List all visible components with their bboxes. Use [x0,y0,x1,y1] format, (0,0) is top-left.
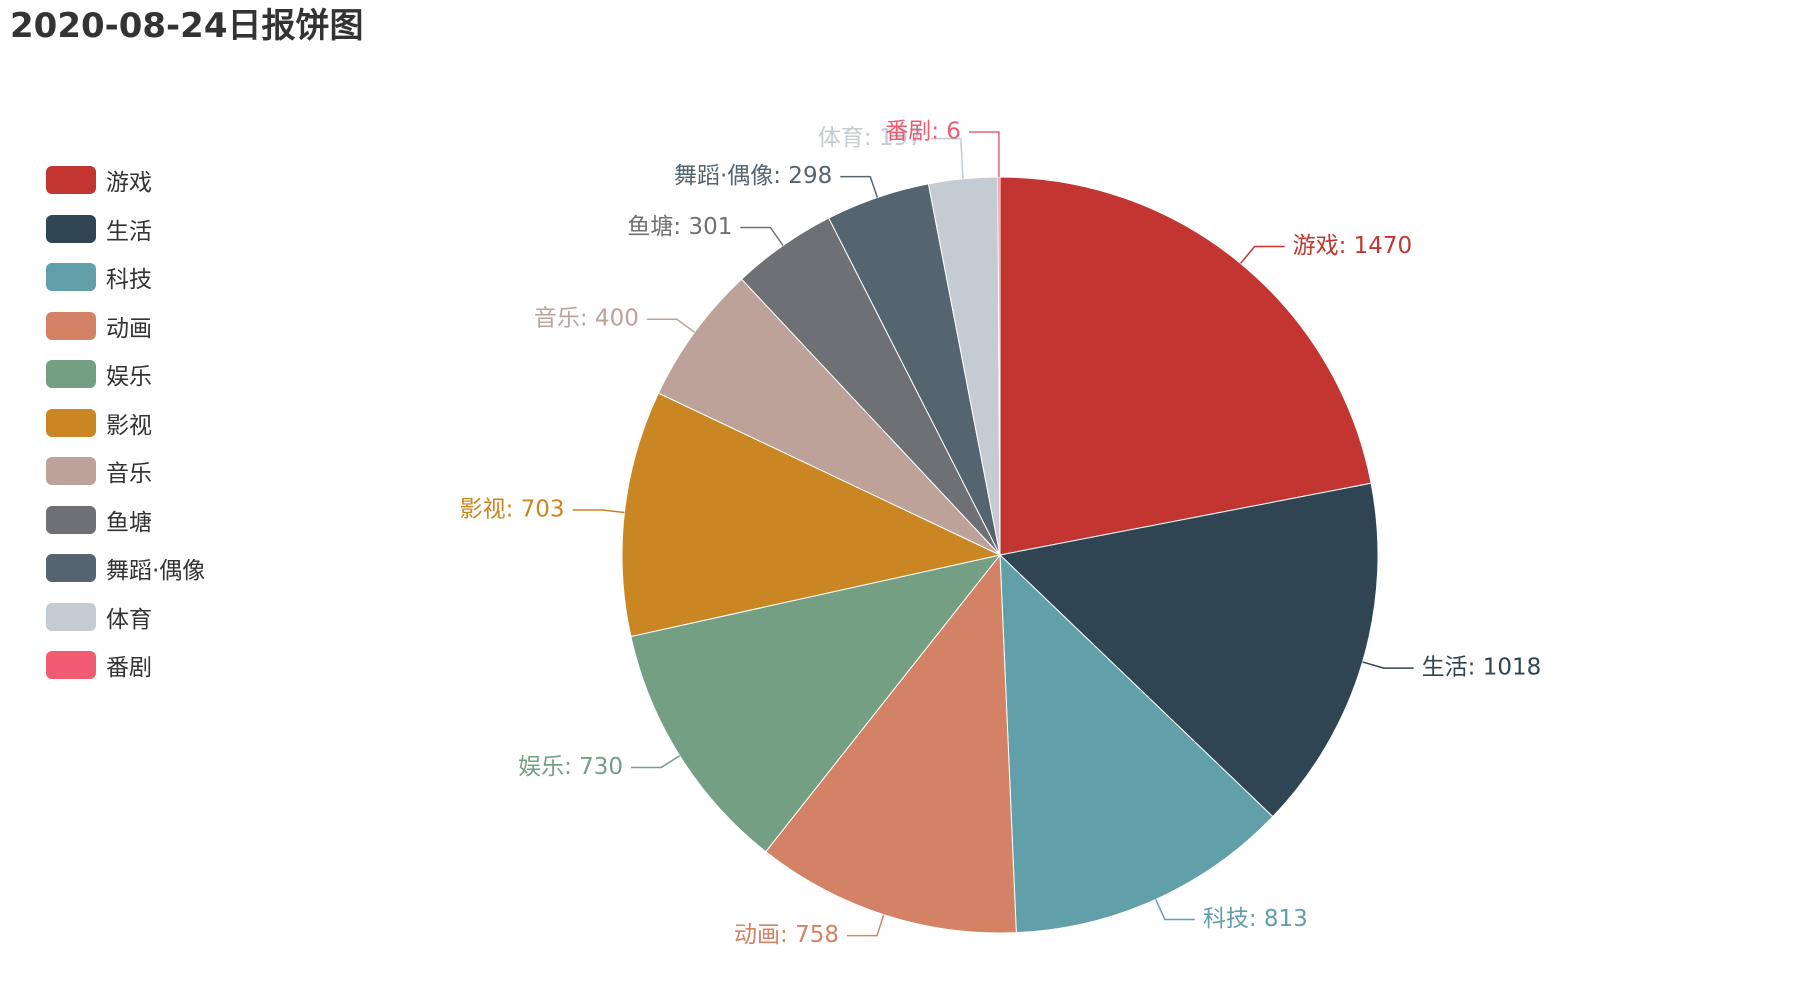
legend-item[interactable]: 影视 [46,399,205,448]
leader-line [847,914,885,937]
leader-line [646,318,696,333]
slice-label: 动画: 758 [734,922,839,948]
slice-label: 娱乐: 730 [518,754,623,780]
legend-label: 鱼塘 [106,509,152,536]
slice-label: 舞蹈·偶像: 298 [674,163,832,189]
legend-item[interactable]: 音乐 [46,447,205,496]
legend-label: 番剧 [106,655,152,682]
slice-label: 鱼塘: 301 [627,214,732,240]
slice-label: 科技: 813 [1203,906,1308,932]
slice-label: 音乐: 400 [534,306,639,332]
legend-label: 影视 [106,412,152,439]
pie-slice[interactable] [657,278,1001,556]
legend-swatch [46,651,96,680]
legend-label: 娱乐 [106,364,152,391]
legend-label: 游戏 [106,170,152,197]
legend-swatch [46,505,96,534]
leader-line [968,131,1000,178]
legend-swatch [46,457,96,486]
legend-swatch [46,263,96,292]
legend-item[interactable]: 体育 [46,593,205,642]
leader-line [572,509,625,514]
legend-item[interactable]: 生活 [46,205,205,254]
pie-slice[interactable] [765,553,1017,934]
pie-slice[interactable] [999,176,1372,556]
legend-swatch [46,408,96,437]
legend-item[interactable]: 鱼塘 [46,496,205,545]
legend-label: 动画 [106,315,152,342]
legend-label: 科技 [106,267,152,294]
legend-item[interactable]: 动画 [46,302,205,351]
leader-line [1362,661,1414,669]
slice-label: 游戏: 1470 [1293,233,1413,259]
legend-label: 体育 [106,606,152,633]
slice-label: 影视: 703 [460,497,565,523]
slice-label: 生活: 1018 [1422,655,1542,681]
leader-line [930,137,964,179]
chart-title: 2020-08-24日报饼图 [10,6,364,46]
legend-label: 音乐 [106,461,152,488]
legend: 游戏生活科技动画娱乐影视音乐鱼塘舞蹈·偶像体育番剧 [46,156,205,690]
legend-item[interactable]: 番剧 [46,641,205,690]
slice-label: 体育: 197 [818,125,923,151]
pie-slice[interactable] [621,392,1002,638]
legend-swatch [46,554,96,583]
legend-swatch [46,602,96,631]
legend-item[interactable]: 舞蹈·偶像 [46,544,205,593]
legend-label: 生活 [106,218,152,245]
leader-line [1155,899,1195,921]
legend-item[interactable]: 游戏 [46,156,205,205]
pie-slice[interactable] [998,482,1379,818]
legend-label: 舞蹈·偶像 [106,558,206,585]
pie-slice[interactable] [630,554,1002,853]
slice-label: 番剧: 6 [885,119,961,145]
legend-swatch [46,214,96,243]
legend-item[interactable]: 娱乐 [46,350,205,399]
legend-swatch [46,166,96,195]
legend-swatch [46,360,96,389]
leader-line [840,175,879,198]
leader-line [740,226,784,246]
leader-line [631,755,681,769]
legend-item[interactable]: 科技 [46,253,205,302]
legend-swatch [46,311,96,340]
leader-line [1240,245,1285,264]
